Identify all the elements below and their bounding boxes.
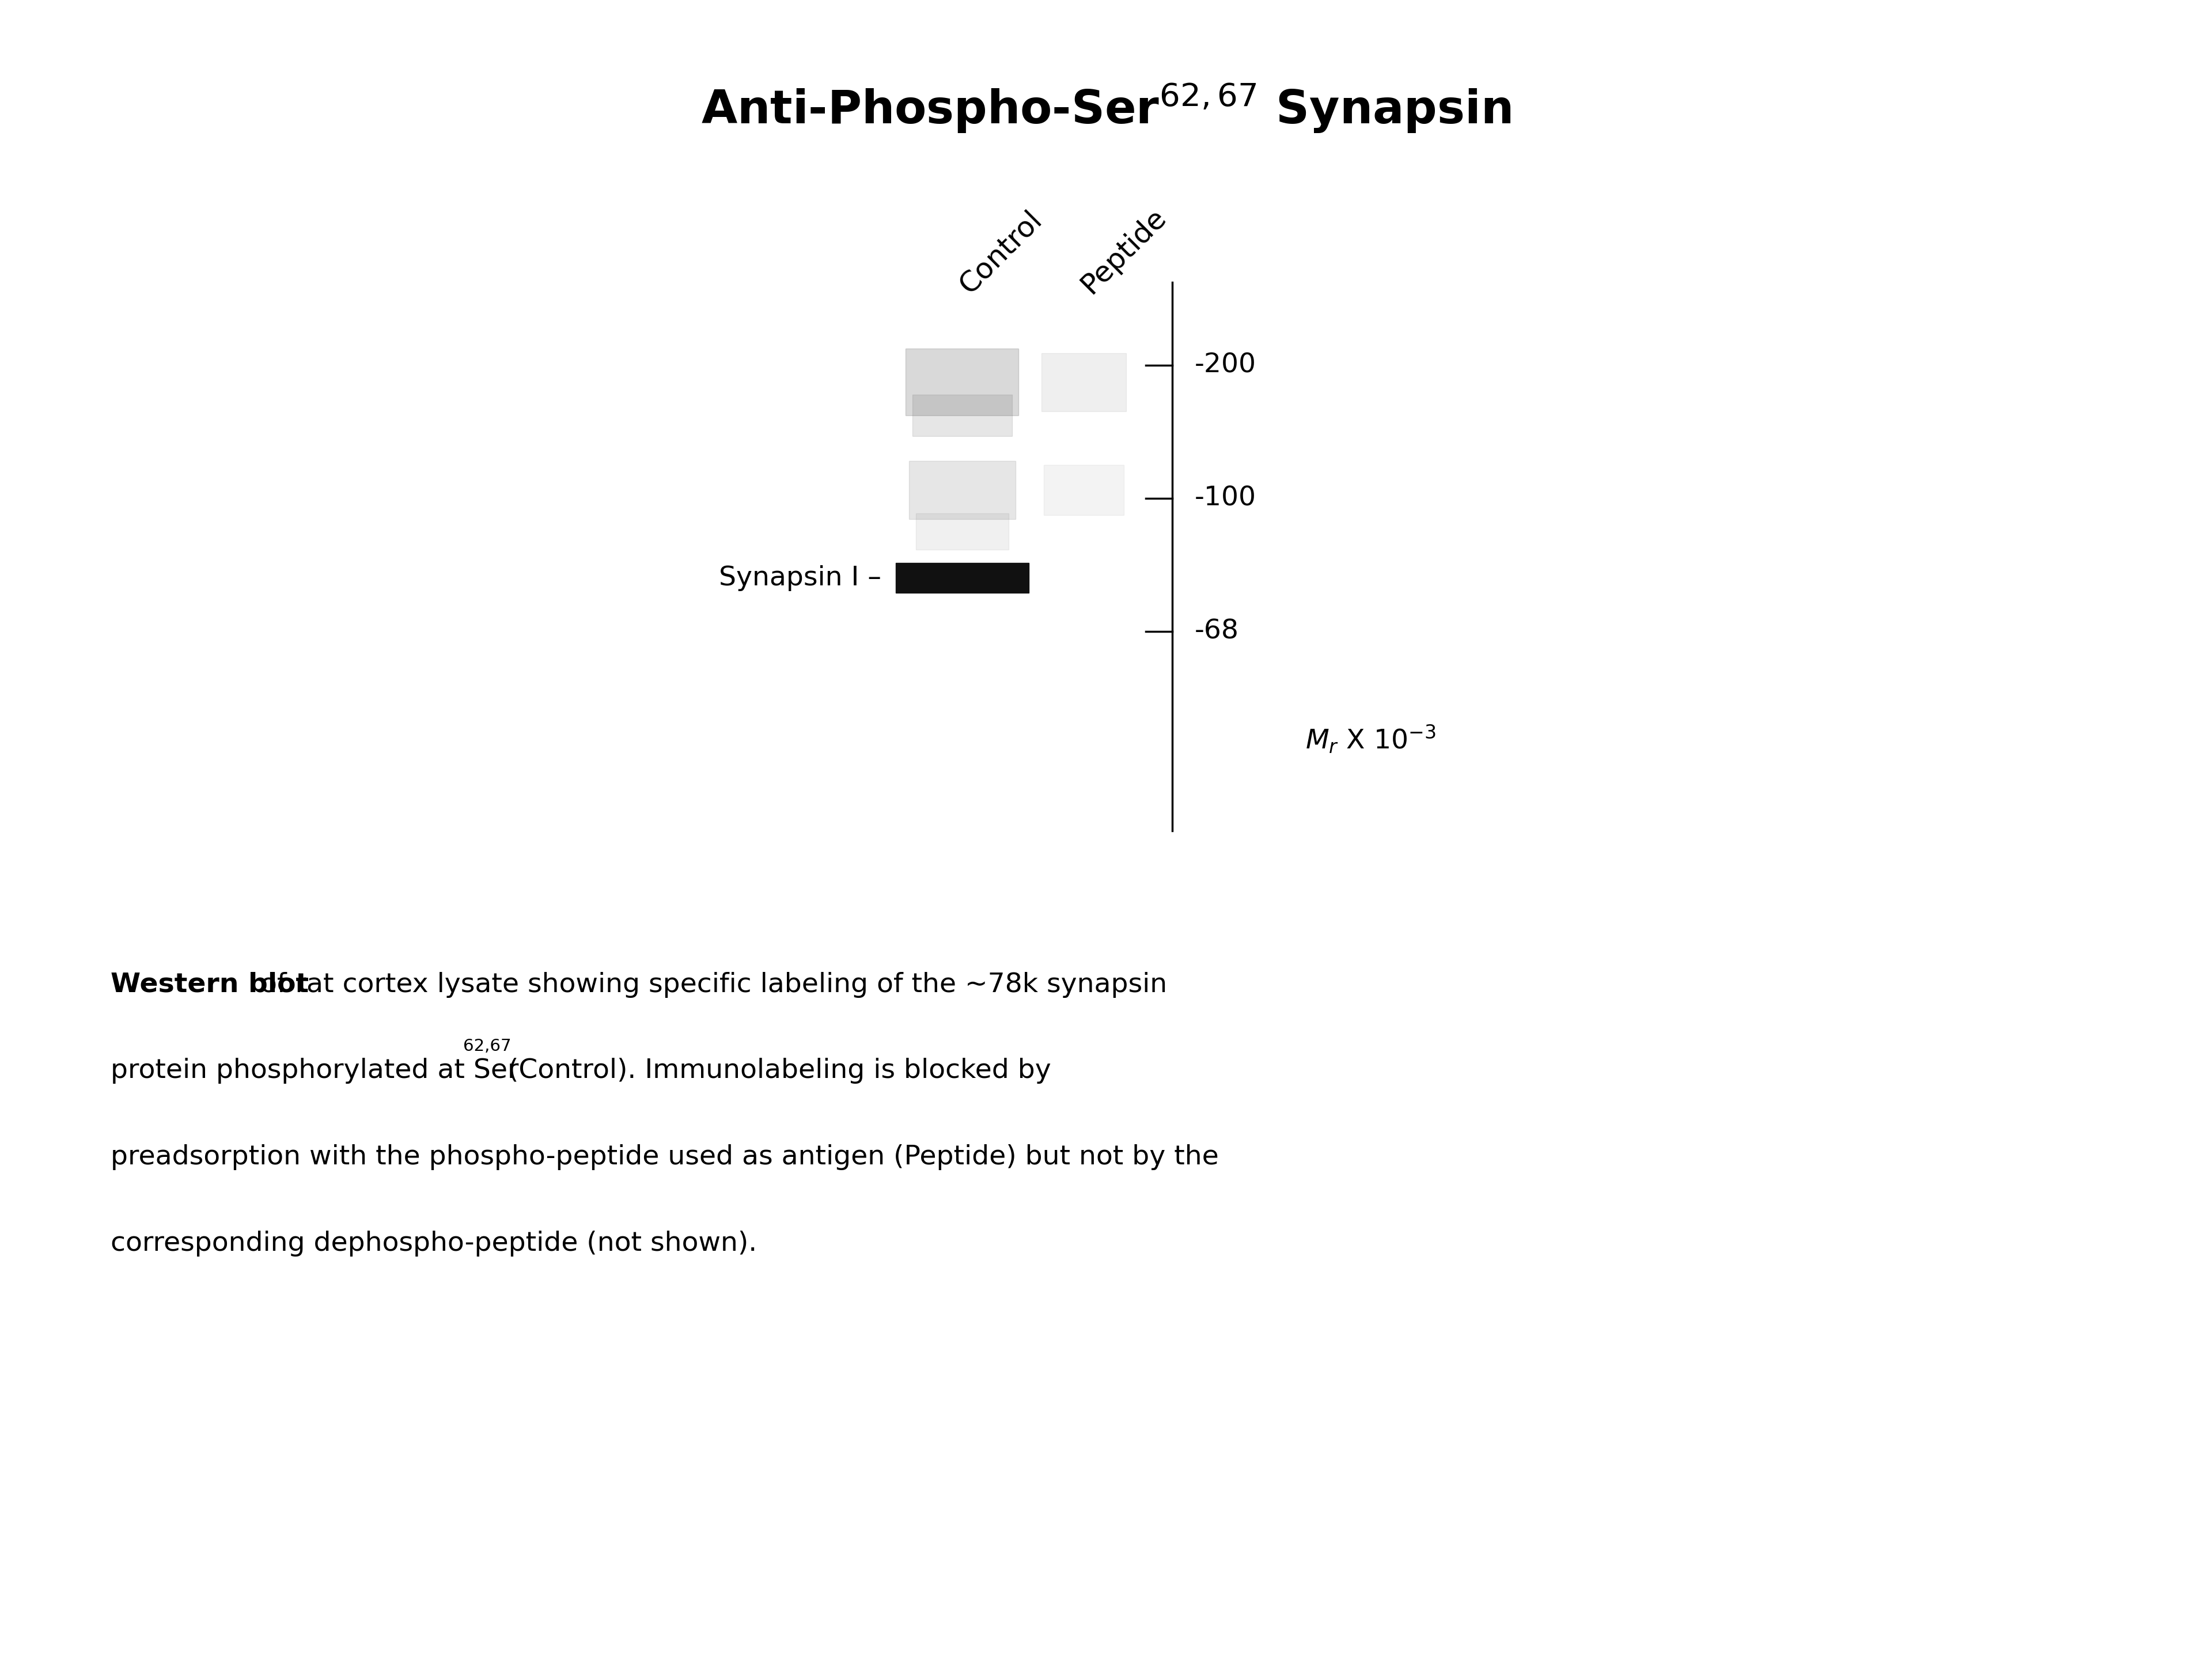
Text: -100: -100	[1194, 485, 1256, 512]
Text: Western blot: Western blot	[111, 972, 310, 998]
Text: Control: Control	[953, 206, 1046, 299]
Text: Synapsin I –: Synapsin I –	[719, 565, 880, 591]
Bar	[909, 460, 1015, 518]
Text: Peptide: Peptide	[1075, 203, 1170, 299]
Bar	[907, 349, 1018, 415]
Text: (Control). Immunolabeling is blocked by: (Control). Immunolabeling is blocked by	[500, 1058, 1051, 1085]
Bar	[911, 394, 1011, 435]
Text: $\mathit{M_r}$ X 10$^{-3}$: $\mathit{M_r}$ X 10$^{-3}$	[1305, 724, 1436, 754]
Text: of rat cortex lysate showing specific labeling of the ∼78k synapsin: of rat cortex lysate showing specific la…	[252, 972, 1168, 998]
Bar	[896, 563, 1029, 593]
Text: corresponding dephospho-peptide (not shown).: corresponding dephospho-peptide (not sho…	[111, 1231, 757, 1257]
Text: Anti-Phospho-Ser$^{62,67}$ Synapsin: Anti-Phospho-Ser$^{62,67}$ Synapsin	[701, 81, 1511, 135]
Bar	[1042, 352, 1126, 412]
Bar	[1044, 465, 1124, 515]
Text: -68: -68	[1194, 618, 1239, 644]
Text: -200: -200	[1194, 352, 1256, 379]
Text: 62,67: 62,67	[462, 1038, 511, 1055]
Text: preadsorption with the phospho-peptide used as antigen (Peptide) but not by the: preadsorption with the phospho-peptide u…	[111, 1144, 1219, 1171]
Text: protein phosphorylated at Ser: protein phosphorylated at Ser	[111, 1058, 526, 1085]
Bar	[916, 513, 1009, 550]
